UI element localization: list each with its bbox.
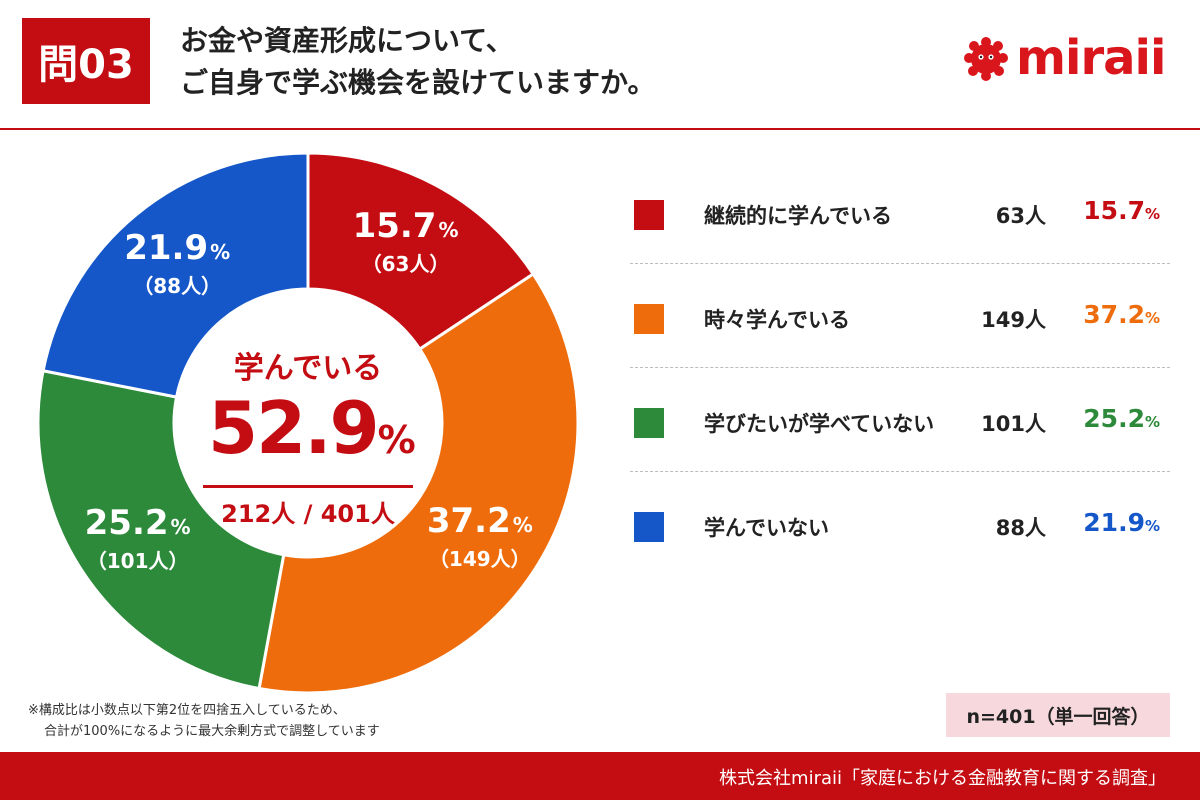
legend-swatch [634, 512, 664, 542]
slice-percent: 15.7% [326, 206, 486, 250]
donut-slice-want-but-cannot [36, 368, 286, 691]
slice-percent: 21.9% [97, 228, 257, 272]
slice-percent-value: 15.7 [352, 205, 437, 246]
donut-chart: 15.7% （63人） 37.2% （149人） 25.2% （101人） 21.9% （88… [36, 151, 580, 695]
slice-percent-sign: % [210, 239, 231, 264]
legend-label: 学んでいない [704, 516, 829, 540]
legend-percent-sign: % [1144, 309, 1160, 327]
legend-percent-sign: % [1144, 517, 1160, 535]
legend-row: 学びたいが学べていない 101人 25.2% [630, 368, 1170, 472]
legend-count: 101人 [981, 412, 1046, 436]
legend-percent-sign: % [1144, 413, 1160, 431]
question-badge: 問03 [22, 18, 150, 104]
legend-swatch [634, 200, 664, 230]
legend: 継続的に学んでいる 63人 15.7% 時々学んでいる 149人 37.2% 学びたいが学べ… [630, 160, 1170, 576]
slice-count: （101人） [86, 548, 189, 573]
footer: 株式会社miraii「家庭における金融教育に関する調査」 [0, 752, 1200, 800]
slice-percent-sign: % [170, 514, 191, 539]
donut-svg [36, 151, 580, 695]
legend-percent-value: 37.2 [1083, 300, 1145, 329]
center-value: 52.9% [208, 386, 416, 481]
slice-label-not-learning: 21.9% （88人） [97, 228, 257, 300]
slice-count: （149人） [428, 546, 531, 571]
question-title: お金や資産形成について、 ご自身で学ぶ機会を設けていますか。 [180, 20, 820, 104]
legend-percent: 25.2% [1083, 404, 1160, 433]
center-value-number: 52.9 [208, 386, 380, 470]
footnote: ※構成比は小数点以下第2位を四捨五入しているため、 合計が100%になるように最… [28, 700, 380, 742]
donut-slice-sometimes [257, 271, 580, 695]
legend-swatch [634, 304, 664, 334]
center-summary: 学んでいる 52.9% 212人 / 401人 [203, 343, 416, 529]
legend-row: 継続的に学んでいる 63人 15.7% [630, 160, 1170, 264]
slice-count: （88人） [133, 273, 222, 298]
slice-percent-sign: % [512, 512, 533, 537]
footer-source: 株式会社miraii「家庭における金融教育に関する調査」 [719, 768, 1166, 789]
legend-percent: 15.7% [1083, 196, 1160, 225]
legend-percent-value: 21.9 [1083, 508, 1145, 537]
slice-percent-value: 21.9 [124, 227, 209, 268]
legend-count: 149人 [981, 308, 1046, 332]
slice-percent-value: 37.2 [426, 500, 511, 541]
legend-row: 学んでいない 88人 21.9% [630, 472, 1170, 576]
center-label: 学んでいる [233, 351, 383, 386]
slice-label-continuous: 15.7% （63人） [326, 206, 486, 278]
slice-count: （63人） [361, 251, 450, 276]
legend-percent: 21.9% [1083, 508, 1160, 537]
slice-percent-value: 25.2 [84, 502, 169, 543]
legend-label: 学びたいが学べていない [704, 412, 935, 436]
center-value-unit: % [377, 418, 416, 462]
sample-size-note: n=401（単一回答） [946, 693, 1170, 737]
legend-percent-value: 25.2 [1083, 404, 1145, 433]
legend-percent-value: 15.7 [1083, 196, 1145, 225]
legend-label: 時々学んでいる [704, 308, 850, 332]
center-divider [203, 485, 413, 488]
logo-text: miraii [1016, 30, 1166, 86]
slice-percent-sign: % [438, 217, 459, 242]
slice-percent: 25.2% [58, 503, 218, 547]
footnote-line-1: ※構成比は小数点以下第2位を四捨五入しているため、 [28, 703, 346, 718]
legend-count: 88人 [995, 516, 1046, 540]
legend-count: 63人 [995, 204, 1046, 228]
legend-label: 継続的に学んでいる [704, 204, 892, 228]
header: 問03 お金や資産形成について、 ご自身で学ぶ機会を設けていますか。 mirai… [0, 0, 1200, 130]
legend-percent: 37.2% [1083, 300, 1160, 329]
header-divider [0, 128, 1200, 130]
slice-label-sometimes: 37.2% （149人） [400, 501, 560, 573]
question-title-line-2: ご自身で学ぶ機会を設けていますか。 [180, 66, 656, 99]
mascot-icon [964, 37, 1008, 81]
slice-label-want-but-cannot: 25.2% （101人） [58, 503, 218, 575]
legend-row: 時々学んでいる 149人 37.2% [630, 264, 1170, 368]
miraii-logo: miraii [962, 28, 1166, 88]
legend-swatch [634, 408, 664, 438]
question-title-line-1: お金や資産形成について、 [180, 24, 514, 57]
center-count: 212人 / 401人 [221, 500, 395, 528]
slice-percent: 37.2% [400, 501, 560, 545]
donut-slice-continuous [306, 151, 536, 352]
footnote-line-2: 合計が100%になるように最大余剰方式で調整しています [44, 724, 380, 739]
legend-percent-sign: % [1144, 205, 1160, 223]
donut-slice-not-learning [41, 151, 310, 399]
